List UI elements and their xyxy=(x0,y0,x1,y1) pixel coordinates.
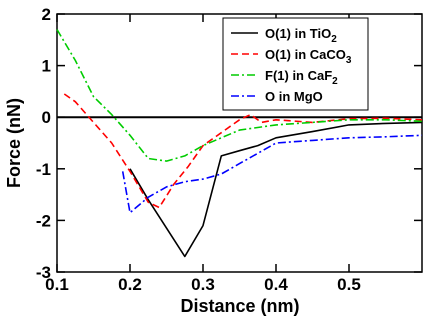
legend-label-3: F(1) in CaF2 xyxy=(265,68,338,87)
y-tick-label: -1 xyxy=(36,160,51,179)
x-axis-title: Distance (nm) xyxy=(180,296,299,316)
x-tick-label: 0.1 xyxy=(45,275,69,294)
y-tick-label: 2 xyxy=(42,5,51,24)
series-line-1 xyxy=(129,121,423,258)
legend-label-2: O(1) in CaCO3 xyxy=(265,47,352,66)
series-line-4 xyxy=(121,134,423,214)
legend: O(1) in TiO2 O(1) in CaCO3 F(1) in CaF2 O i… xyxy=(222,17,369,111)
x-tick-label: 0.4 xyxy=(264,275,288,294)
y-axis-title: Force (nN) xyxy=(4,98,24,188)
series-line-3 xyxy=(56,29,423,162)
y-tick-label: 1 xyxy=(42,57,51,76)
y-tick-label: -3 xyxy=(36,263,51,282)
y-tick-label: 0 xyxy=(42,108,51,127)
y-tick-label: -2 xyxy=(36,211,51,230)
x-tick-label: 0.2 xyxy=(118,275,142,294)
series-line-2 xyxy=(63,93,423,209)
legend-label-1: O(1) in TiO2 xyxy=(265,26,337,45)
legend-label-4: O in MgO xyxy=(265,89,323,104)
x-tick-label: 0.5 xyxy=(337,275,361,294)
x-tick-label: 0.3 xyxy=(191,275,215,294)
plot-frame xyxy=(56,13,423,273)
